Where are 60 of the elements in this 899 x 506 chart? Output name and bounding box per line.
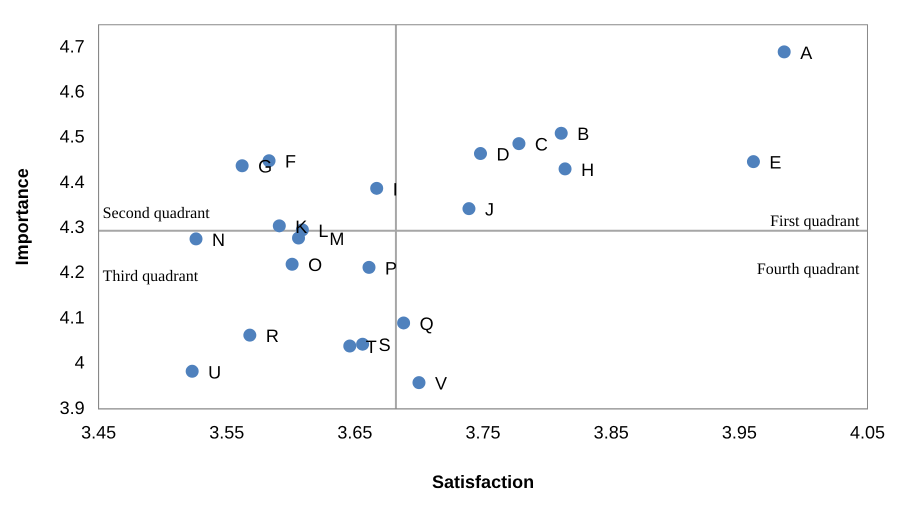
annotation: N	[212, 230, 226, 250]
y-axis-title: Importance	[12, 168, 32, 266]
x-tick-label: 3.95	[722, 422, 757, 443]
point	[746, 155, 760, 168]
point	[186, 364, 199, 378]
x-tick-label: 4.05	[850, 422, 886, 443]
point	[236, 159, 249, 172]
y-tick-label: 4.3	[60, 217, 85, 238]
annotation: L	[318, 220, 328, 241]
point	[554, 126, 568, 140]
point	[778, 45, 791, 58]
point	[397, 316, 410, 330]
annotation: A	[800, 42, 812, 63]
annotation: R	[266, 326, 279, 346]
y-tick-label: 4	[74, 352, 85, 373]
annotation: U	[208, 362, 222, 382]
x-tick-label: 3.65	[337, 422, 372, 443]
x-tick-label: 3.85	[594, 422, 629, 443]
annotation: H	[581, 160, 594, 180]
annotation: S	[378, 335, 391, 356]
annotation: M	[329, 229, 344, 249]
x-axis-title: Satisfaction	[432, 472, 534, 492]
annotation: B	[577, 124, 590, 144]
annotation: Q	[420, 314, 434, 334]
y-tick-label: 4.1	[60, 307, 85, 328]
point	[362, 260, 376, 274]
x-tick-label: 3.75	[466, 422, 501, 443]
point	[370, 182, 384, 195]
annotation: J	[484, 200, 494, 220]
point	[343, 340, 356, 353]
y-tick-label: 4.4	[60, 172, 85, 192]
point	[190, 232, 203, 246]
annotation: V	[434, 374, 447, 394]
x-tick-label: 3.55	[209, 422, 244, 443]
point	[462, 202, 476, 216]
point	[272, 219, 286, 232]
point	[558, 162, 572, 176]
y-tick-label: 3.9	[60, 398, 85, 418]
point	[412, 376, 426, 390]
annotation: Third quadrant	[102, 268, 199, 286]
annotation: O	[308, 255, 322, 276]
annotation: E	[769, 152, 782, 173]
annotation: F	[285, 152, 296, 172]
y-tick-label: 4.6	[60, 82, 85, 102]
annotation: I	[392, 179, 398, 200]
annotation: Fourth quadrant	[756, 261, 860, 278]
point	[474, 147, 487, 160]
annotation: Second quadrant	[102, 205, 210, 222]
y-tick-label: 4.5	[60, 126, 85, 147]
y-tick-label: 4.7	[60, 36, 85, 56]
point	[286, 258, 299, 271]
x-tick-label: 3.45	[81, 422, 116, 443]
annotation: P	[385, 258, 398, 278]
annotation: First quadrant	[770, 213, 860, 230]
point	[512, 137, 526, 150]
y-tick-label: 4.2	[60, 262, 85, 282]
annotation: T	[366, 336, 377, 357]
point	[243, 328, 256, 342]
annotation: C	[534, 134, 548, 155]
annotation: D	[496, 144, 510, 165]
